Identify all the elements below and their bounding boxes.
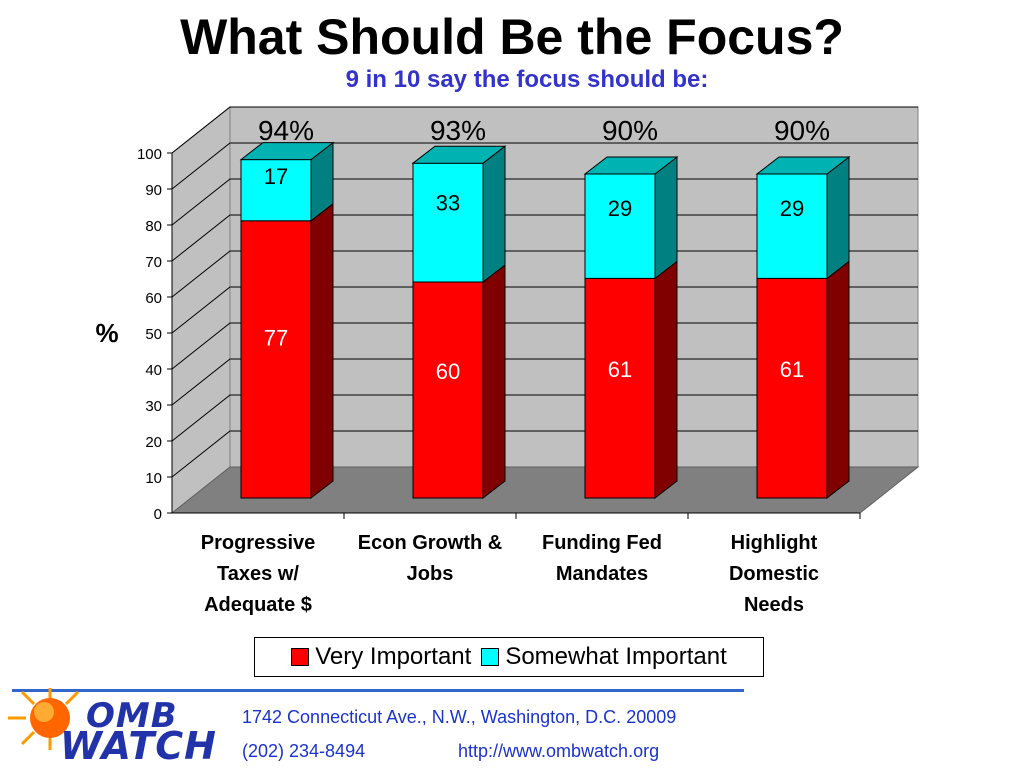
gridline <box>171 286 918 334</box>
footer-address: 1742 Connecticut Ave., N.W., Washington,… <box>242 707 677 727</box>
category-label: Highlight <box>731 532 818 554</box>
slide-title: What Should Be the Focus? <box>180 9 844 65</box>
category-label: Funding Fed <box>542 532 662 554</box>
y-tick-label: 60 <box>145 290 162 307</box>
gridline <box>171 394 918 442</box>
category-label: Taxes w/ <box>217 563 299 585</box>
omb-watch-logo <box>8 688 80 750</box>
y-tick-label: 100 <box>137 146 162 163</box>
bar-top <box>411 145 507 164</box>
gridline <box>171 250 918 298</box>
total-label: 93% <box>430 115 486 146</box>
gridline <box>171 106 918 154</box>
y-axis-label: % <box>95 318 118 348</box>
y-tick-label: 50 <box>145 326 162 343</box>
y-tick-label: 0 <box>154 506 162 523</box>
bar-segment <box>756 277 828 499</box>
y-tick-label: 90 <box>145 182 162 199</box>
data-label: 60 <box>436 359 460 384</box>
data-label: 17 <box>264 164 288 189</box>
category-label: Jobs <box>407 563 454 585</box>
bar-segment <box>584 173 656 279</box>
logo-text-watch: WATCH <box>60 724 217 768</box>
footer-divider <box>12 689 744 692</box>
slide-subtitle: 9 in 10 say the focus should be: <box>345 66 709 93</box>
bar-side <box>654 155 678 280</box>
bar-side <box>482 145 506 284</box>
legend-item-very-important: Very Important <box>291 643 471 671</box>
y-tick-label: 40 <box>145 362 162 379</box>
legend-swatch-very-important <box>291 648 310 666</box>
category-label: Adequate $ <box>204 594 312 616</box>
legend-item-somewhat-important: Somewhat Important <box>481 643 727 671</box>
category-label: Econ Growth & <box>358 532 502 554</box>
gridline <box>171 322 918 370</box>
data-label: 77 <box>264 326 288 351</box>
category-label: Progressive <box>201 532 316 554</box>
gridline <box>171 358 918 406</box>
y-tick-label: 80 <box>145 218 162 235</box>
total-label: 94% <box>258 115 314 146</box>
footer-phone: (202) 234-8494 <box>242 741 366 761</box>
bar-segment <box>412 162 484 283</box>
bar-segment <box>412 281 484 499</box>
category-label: Mandates <box>556 563 648 585</box>
bar-top <box>755 156 851 175</box>
total-label: 90% <box>602 115 658 146</box>
gridline <box>171 430 918 478</box>
data-label: 33 <box>436 191 460 216</box>
legend-label-somewhat-important: Somewhat Important <box>505 643 727 670</box>
gridline <box>171 178 918 226</box>
legend-label-very-important: Very Important <box>315 643 472 670</box>
bar-top <box>583 156 679 175</box>
y-tick-label: 20 <box>145 434 162 451</box>
y-tick-label: 30 <box>145 398 162 415</box>
y-tick-label: 10 <box>145 470 162 487</box>
bar-side <box>826 155 850 280</box>
legend-swatch-somewhat-important <box>481 648 500 666</box>
stacked-bar-chart: 0 10 20 30 40 50 60 70 80 90 100% 77 17 94% Progressiv… <box>95 105 920 616</box>
bar-segment <box>240 220 312 499</box>
y-tick-label: 70 <box>145 254 162 271</box>
category-label: Needs <box>744 594 804 616</box>
gridline <box>171 142 918 190</box>
gridline <box>171 214 918 262</box>
bar-segment <box>584 277 656 499</box>
bar-top <box>239 142 335 161</box>
bar-side <box>310 202 334 500</box>
chart-legend: Very Important Somewhat Important <box>254 637 764 677</box>
bar-side <box>482 263 506 500</box>
bar-side <box>654 260 678 500</box>
footer-url[interactable]: http://www.ombwatch.org <box>458 741 660 761</box>
bar-segment <box>756 173 828 279</box>
category-label: Domestic <box>729 563 819 585</box>
logo-text-omb: OMB <box>86 696 178 736</box>
data-label: 61 <box>608 357 632 382</box>
sun-icon <box>8 688 80 750</box>
data-label: 29 <box>608 196 632 221</box>
bar-side <box>826 260 850 500</box>
data-label: 61 <box>780 357 804 382</box>
total-label: 90% <box>774 115 830 146</box>
data-label: 29 <box>780 196 804 221</box>
